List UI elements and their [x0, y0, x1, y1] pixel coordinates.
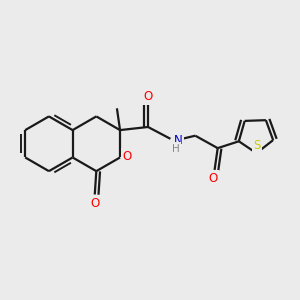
Text: H: H: [172, 144, 180, 154]
Text: O: O: [90, 197, 99, 210]
Text: N: N: [173, 134, 182, 147]
Text: S: S: [254, 139, 261, 152]
Text: O: O: [122, 150, 131, 163]
Text: O: O: [143, 90, 153, 103]
Text: O: O: [208, 172, 218, 185]
